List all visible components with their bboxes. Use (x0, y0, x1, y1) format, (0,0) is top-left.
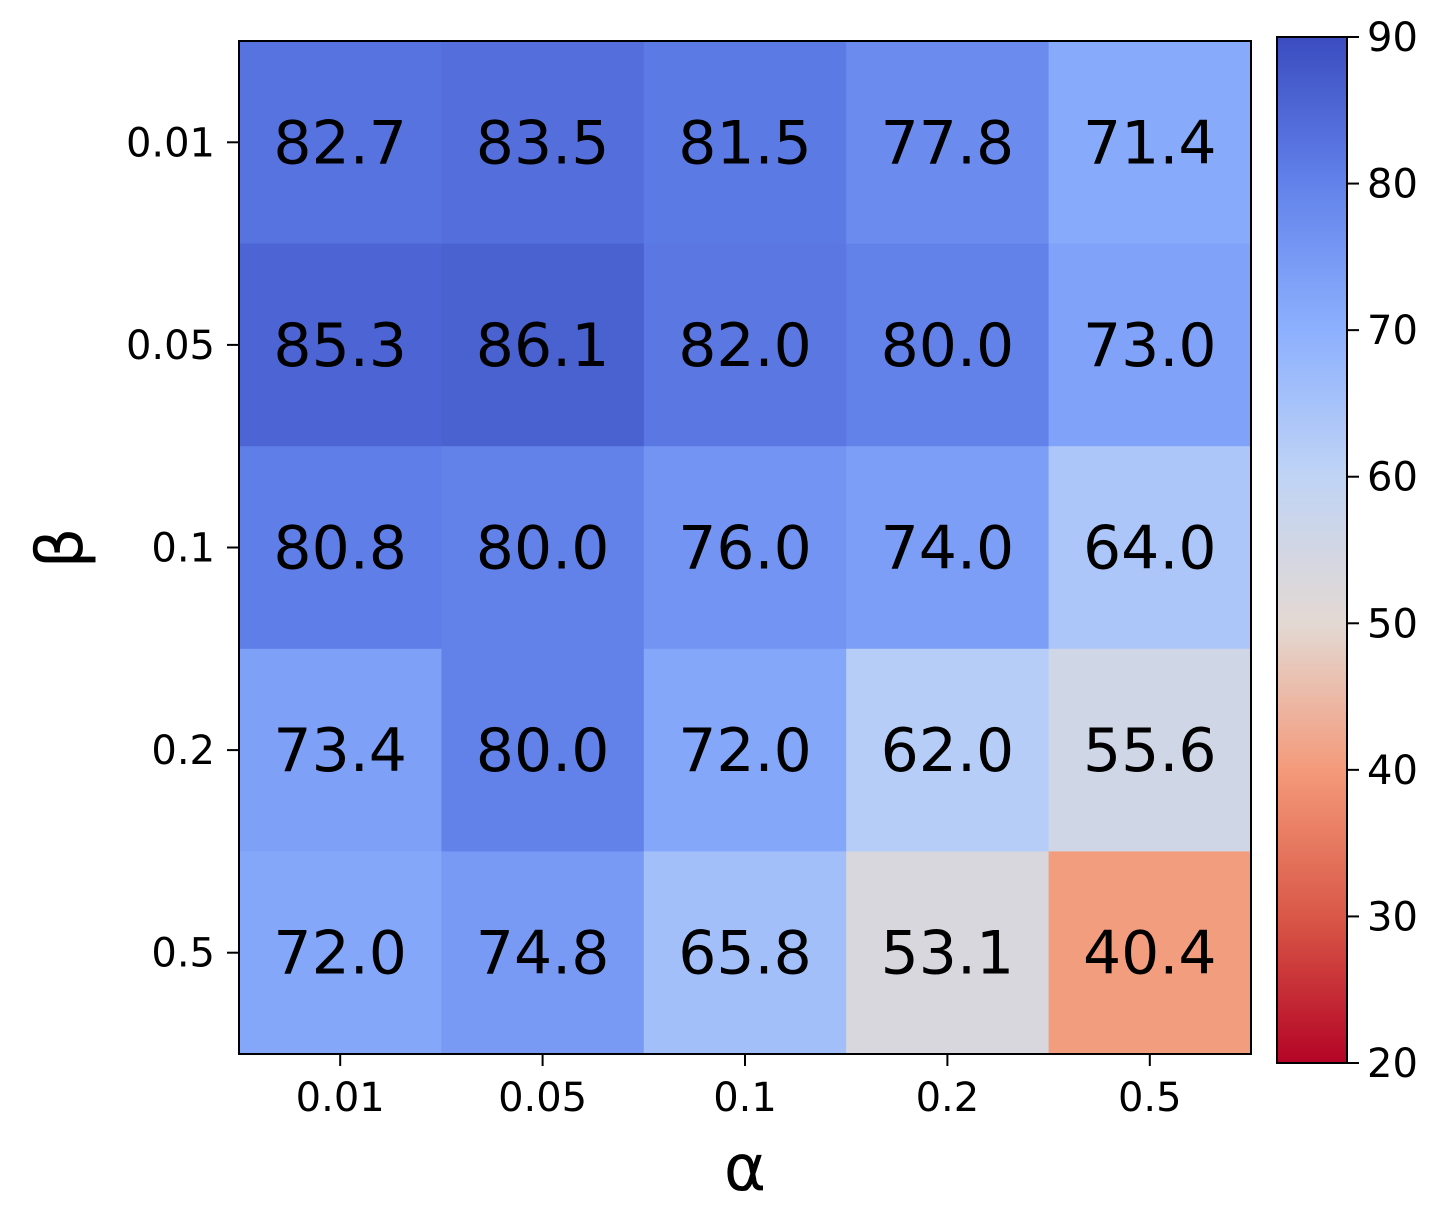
heatmap-cell (239, 851, 442, 1055)
colorbar-tick-label: 40 (1367, 748, 1418, 794)
heatmap-cell-label: 62.0 (881, 716, 1015, 786)
heatmap-cell-label: 76.0 (678, 514, 812, 584)
heatmap-cell (846, 851, 1050, 1055)
heatmap-cell-label: 80.0 (881, 311, 1015, 381)
x-axis-label: α (724, 1132, 766, 1206)
heatmap-cell (239, 243, 442, 447)
heatmap-cell-label: 82.0 (678, 311, 812, 381)
heatmap-cell (441, 243, 645, 447)
heatmap-cell-label: 74.0 (881, 514, 1015, 584)
heatmap-cell (643, 851, 847, 1055)
heatmap-cell (441, 446, 645, 650)
x-tick-label: 0.2 (916, 1075, 980, 1121)
colorbar-tick-label: 30 (1367, 894, 1418, 940)
heatmap-cell-label: 74.8 (476, 919, 610, 989)
x-tick-label: 0.1 (713, 1075, 777, 1121)
heatmap-cell-label: 64.0 (1083, 514, 1217, 584)
heatmap-cell (643, 41, 847, 245)
heatmap-cell (441, 41, 645, 245)
heatmap-cell-label: 83.5 (476, 108, 610, 178)
heatmap-cell-labels: 82.7 83.5 81.5 77.8 71.4 85.3 86.1 82.0 80.0 73.0… (273, 108, 1216, 988)
heatmap-cell (1048, 648, 1252, 852)
heatmap-cell (1048, 41, 1252, 245)
colorbar-tick-label: 90 (1367, 15, 1418, 61)
heatmap-cell (846, 41, 1050, 245)
heatmap-cell (239, 446, 442, 650)
y-tick-label: 0.1 (151, 526, 215, 572)
heatmap-cell (239, 41, 442, 245)
heatmap-cell-label: 80.0 (476, 716, 610, 786)
colorbar-tick-label: 20 (1367, 1041, 1418, 1087)
colorbar-tick-label: 60 (1367, 455, 1418, 501)
heatmap-cell-label: 55.6 (1083, 716, 1217, 786)
x-axis-ticks: 0.01 0.05 0.1 0.2 0.5 (296, 1054, 1182, 1121)
colorbar-tick-label: 80 (1367, 162, 1418, 208)
y-tick-label: 0.5 (151, 931, 215, 977)
heatmap-cell-label: 82.7 (273, 108, 407, 178)
heatmap-cell-label: 72.0 (678, 716, 812, 786)
heatmap-cell-label: 53.1 (881, 919, 1015, 989)
heatmap-cell (1048, 851, 1252, 1055)
y-tick-label: 0.05 (126, 323, 215, 369)
heatmap-cells (239, 41, 1252, 1055)
heatmap-cell-label: 81.5 (678, 108, 812, 178)
heatmap-cell-label: 73.0 (1083, 311, 1217, 381)
heatmap-cell (239, 648, 442, 852)
colorbar-tick-label: 70 (1367, 308, 1418, 354)
heatmap-cell-label: 65.8 (678, 919, 812, 989)
colorbar-tick-label: 50 (1367, 601, 1418, 647)
y-tick-label: 0.01 (126, 120, 215, 166)
y-axis-ticks: 0.01 0.05 0.1 0.2 0.5 (126, 120, 239, 977)
x-tick-label: 0.05 (498, 1075, 587, 1121)
heatmap-cell (643, 446, 847, 650)
colorbar-ticks: 20 30 40 50 60 70 80 90 (1347, 15, 1418, 1087)
y-tick-label: 0.2 (151, 728, 215, 774)
heatmap-cell-label: 40.4 (1083, 919, 1217, 989)
x-tick-label: 0.01 (296, 1075, 385, 1121)
heatmap-cell (441, 648, 645, 852)
heatmap-cell-label: 80.0 (476, 514, 610, 584)
heatmap-cell (643, 648, 847, 852)
x-tick-label: 0.5 (1118, 1075, 1182, 1121)
colorbar (1276, 36, 1348, 1064)
heatmap-cell-label: 71.4 (1083, 108, 1217, 178)
heatmap-cell-label: 72.0 (273, 919, 407, 989)
heatmap-cell (1048, 446, 1252, 650)
heatmap-cell-label: 73.4 (273, 716, 407, 786)
heatmap-cell (846, 243, 1050, 447)
heatmap-cell (441, 851, 645, 1055)
heatmap-cell-label: 85.3 (273, 311, 407, 381)
heatmap-cell (846, 446, 1050, 650)
heatmap-cell (1048, 243, 1252, 447)
heatmap-cell-label: 86.1 (476, 311, 610, 381)
heatmap-cell-label: 77.8 (881, 108, 1015, 178)
heatmap-cell-label: 80.8 (273, 514, 407, 584)
heatmap-cell (643, 243, 847, 447)
heatmap-cell (846, 648, 1050, 852)
y-axis-label: β (24, 528, 98, 569)
